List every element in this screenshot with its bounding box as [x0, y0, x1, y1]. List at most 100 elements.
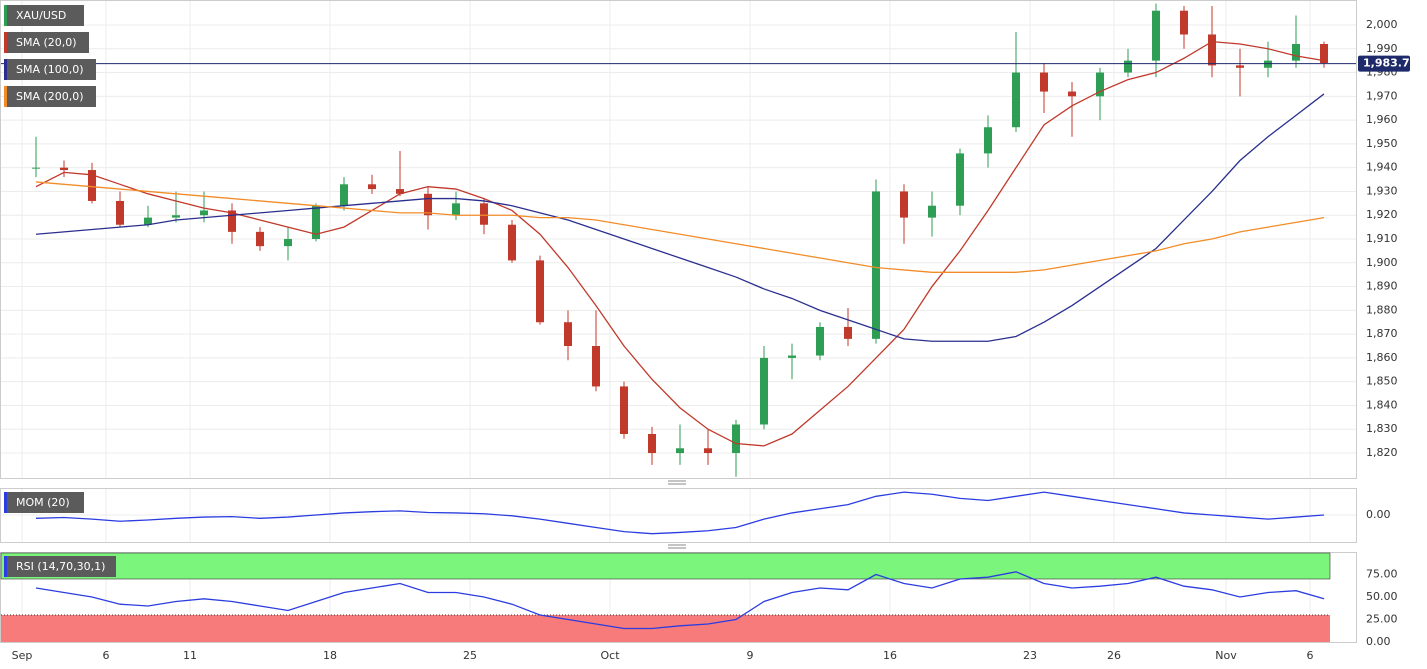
- panel-handle: [668, 480, 686, 549]
- legend-swatch: [4, 492, 7, 513]
- candle-body: [732, 424, 740, 454]
- x-tick-label: 11: [183, 649, 197, 662]
- x-tick-label: 26: [1107, 649, 1121, 662]
- last-price-badge: [1358, 55, 1410, 72]
- candle-body: [592, 346, 600, 387]
- candle-body: [1180, 10, 1188, 35]
- y-tick-label: 1,920: [1366, 208, 1398, 221]
- y-tick-label: 1,860: [1366, 351, 1398, 364]
- legend-swatch: [4, 5, 7, 26]
- candle-body: [564, 322, 572, 347]
- series-line: [35, 571, 1325, 630]
- x-tick-label: 16: [883, 649, 897, 662]
- legend-label: MOM (20): [16, 496, 70, 509]
- candle-body: [452, 203, 460, 216]
- candle-body: [368, 184, 376, 190]
- candle-body: [340, 184, 348, 206]
- candle-body: [144, 217, 152, 225]
- legend-label: XAU/USD: [16, 9, 66, 22]
- candle-body: [508, 224, 516, 261]
- last-price-label: 1,983.74: [1363, 57, 1418, 70]
- oversold-band: [1, 615, 1330, 642]
- x-tick-label: 9: [747, 649, 754, 662]
- x-tick-label: 23: [1023, 649, 1037, 662]
- y-tick-label: 1,960: [1366, 113, 1398, 126]
- y-tick-label: 1,840: [1366, 398, 1398, 411]
- candle-body: [620, 386, 628, 435]
- candle-body: [788, 355, 796, 358]
- candle-body: [956, 153, 964, 206]
- candle-body: [704, 448, 712, 454]
- legend-swatch: [4, 59, 7, 80]
- overbought-band: [0, 552, 1331, 580]
- y-tick-label: 75.00: [1366, 568, 1398, 581]
- legend-box: [4, 32, 89, 53]
- x-tick-label: 6: [1307, 649, 1314, 662]
- candle-body: [116, 200, 124, 225]
- candle-body: [1152, 10, 1160, 61]
- legend-item: SMA (100,0): [4, 59, 96, 80]
- candle-body: [1124, 60, 1132, 73]
- legend-item: XAU/USD: [4, 5, 84, 26]
- candle-body: [872, 191, 880, 339]
- legend-label: SMA (100,0): [16, 63, 84, 76]
- y-tick-label: 1,950: [1366, 137, 1398, 150]
- y-tick-label: 2,000: [1366, 18, 1398, 31]
- y-tick-label: 1,830: [1366, 422, 1398, 435]
- y-tick-label: 1,880: [1366, 303, 1398, 316]
- series-line: [35, 40, 1325, 447]
- legend-swatch: [4, 32, 7, 53]
- candle-body: [480, 203, 488, 225]
- candle-body: [284, 239, 292, 247]
- candle-body: [984, 127, 992, 154]
- candle-body: [676, 448, 684, 454]
- candle-body: [424, 193, 432, 216]
- y-tick-label: 1,820: [1366, 446, 1398, 459]
- legend-box: [4, 86, 96, 107]
- y-tick-label: 1,890: [1366, 280, 1398, 293]
- y-tick-label: 1,910: [1366, 232, 1398, 245]
- series-line: [35, 93, 1325, 342]
- candle-body: [1068, 91, 1076, 97]
- legend-swatch: [4, 86, 7, 107]
- y-tick-label: 25.00: [1366, 613, 1398, 626]
- y-tick-label: 1,870: [1366, 327, 1398, 340]
- y-tick-label: 0.00: [1366, 635, 1391, 648]
- candle-body: [172, 215, 180, 218]
- candle-body: [88, 170, 96, 201]
- y-tick-label: 1,940: [1366, 161, 1398, 174]
- legend-label: RSI (14,70,30,1): [16, 560, 105, 573]
- candle-body: [1236, 65, 1244, 68]
- candle-body: [200, 210, 208, 216]
- candle-body: [1040, 72, 1048, 92]
- legend-box: [4, 59, 96, 80]
- y-tick-label: 0.00: [1366, 508, 1391, 521]
- x-tick-label: 6: [103, 649, 110, 662]
- y-tick-label: 1,930: [1366, 184, 1398, 197]
- legend-item: SMA (200,0): [4, 86, 96, 107]
- legend-item: MOM (20): [4, 492, 84, 513]
- y-tick-label: 1,970: [1366, 89, 1398, 102]
- legend-box: [4, 5, 84, 26]
- y-tick-label: 1,900: [1366, 256, 1398, 269]
- y-tick-label: 1,850: [1366, 375, 1398, 388]
- series-line: [35, 491, 1325, 535]
- candle-body: [1264, 60, 1272, 68]
- legend-swatch: [4, 556, 7, 577]
- candle-body: [928, 205, 936, 218]
- y-tick-label: 1,990: [1366, 42, 1398, 55]
- legend-box: [4, 556, 116, 577]
- candle-body: [648, 434, 656, 454]
- x-tick-label: Oct: [600, 649, 620, 662]
- x-tick-label: 25: [463, 649, 477, 662]
- candle-body: [32, 167, 40, 169]
- candle-body: [396, 189, 404, 194]
- candle-body: [1320, 43, 1328, 64]
- series-line: [35, 181, 1325, 273]
- candle-body: [760, 357, 768, 425]
- candle-body: [536, 260, 544, 323]
- x-tick-label: 18: [323, 649, 337, 662]
- candle-body: [900, 191, 908, 218]
- legend-item: SMA (20,0): [4, 32, 89, 53]
